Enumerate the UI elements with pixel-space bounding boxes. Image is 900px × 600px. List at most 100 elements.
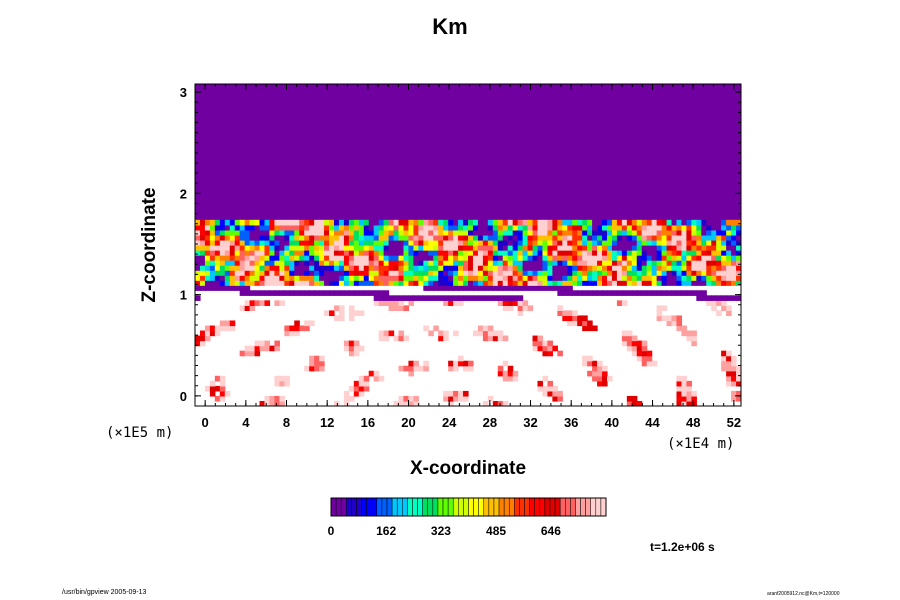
heatmap-cell — [557, 239, 563, 246]
heatmap-cell — [537, 250, 544, 256]
heatmap-cell — [507, 270, 514, 276]
heatmap-cell — [338, 250, 345, 256]
heatmap-cell — [626, 234, 633, 241]
colorbar-segment — [381, 497, 388, 517]
heatmap-cell — [577, 260, 583, 266]
heatmap-cell — [502, 375, 509, 382]
colorbar-segment — [519, 497, 525, 517]
heatmap-cell — [611, 234, 618, 241]
heatmap-cell — [706, 245, 712, 251]
heatmap-cell — [398, 330, 405, 337]
heatmap-cell — [547, 250, 553, 256]
colorbar-segment — [468, 497, 474, 517]
heatmap-cell — [487, 239, 494, 246]
heatmap-cell — [199, 280, 206, 286]
heatmap-cell — [229, 250, 236, 256]
heatmap-cell — [438, 280, 444, 286]
heatmap-cell — [686, 239, 692, 246]
heatmap-cell — [413, 270, 419, 276]
heatmap-cell — [507, 239, 514, 246]
heatmap-cell — [641, 270, 648, 276]
heatmap-cell — [468, 239, 474, 246]
heatmap-cell — [542, 275, 549, 281]
heatmap-cell — [671, 250, 678, 256]
heatmap-cell — [691, 219, 697, 226]
heatmap-cell — [582, 360, 588, 367]
heatmap-cell — [706, 229, 712, 236]
heatmap-cell — [547, 260, 553, 266]
heatmap-cell — [463, 245, 469, 251]
heatmap-cell — [294, 219, 300, 226]
heatmap-cell — [492, 250, 499, 256]
heatmap-cell — [234, 280, 241, 286]
heatmap-cell — [463, 285, 469, 291]
heatmap-cell — [324, 250, 330, 256]
heatmap-cell — [676, 224, 683, 231]
heatmap-cell — [711, 245, 717, 251]
heatmap-cell — [448, 300, 454, 306]
heatmap-cell — [696, 265, 702, 271]
heatmap-cell — [522, 265, 529, 271]
heatmap-cell — [314, 260, 320, 266]
heatmap-cell — [224, 229, 231, 236]
heatmap-cell — [726, 234, 732, 241]
heatmap-cell — [512, 234, 519, 241]
heatmap-cell — [602, 380, 608, 387]
heatmap-cell — [413, 219, 419, 226]
heatmap-cell — [592, 365, 598, 372]
heatmap-cell — [319, 260, 325, 266]
heatmap-cell — [204, 285, 211, 291]
heatmap-cell — [443, 219, 449, 226]
heatmap-cell — [686, 255, 692, 261]
heatmap-cell — [631, 219, 638, 226]
heatmap-cell — [671, 275, 678, 281]
heatmap-cell — [408, 250, 414, 256]
heatmap-cell — [646, 280, 653, 286]
heatmap-cell — [716, 219, 722, 226]
heatmap-cell — [274, 250, 280, 256]
heatmap-cell — [582, 234, 588, 241]
heatmap-cell — [274, 224, 280, 231]
heatmap-cell — [274, 265, 280, 271]
heatmap-cell — [562, 275, 568, 281]
heatmap-cell — [458, 300, 464, 306]
heatmap-cell — [279, 290, 285, 296]
heatmap-cell — [458, 360, 464, 367]
heatmap-cell — [353, 224, 360, 231]
heatmap-cell — [269, 245, 276, 251]
heatmap-cell — [294, 290, 300, 296]
heatmap-cell — [338, 234, 345, 241]
heatmap-cell — [199, 260, 206, 266]
heatmap-cell — [686, 250, 692, 256]
heatmap-cell — [408, 295, 414, 301]
heatmap-cell — [676, 265, 683, 271]
heatmap-cell — [319, 280, 325, 286]
heatmap-cell — [458, 239, 464, 246]
heatmap-cell — [388, 270, 395, 276]
heatmap-cell — [621, 234, 628, 241]
heatmap-cell — [646, 265, 653, 271]
heatmap-cell — [522, 300, 529, 306]
heatmap-cell — [582, 325, 588, 332]
heatmap-cell — [383, 295, 390, 301]
heatmap-cell — [502, 260, 509, 266]
heatmap-cell — [721, 275, 727, 281]
heatmap-cell — [373, 250, 380, 256]
heatmap-cell — [671, 219, 678, 226]
heatmap-cell — [378, 234, 385, 241]
heatmap-cell — [383, 219, 390, 226]
heatmap-cell — [482, 335, 489, 342]
heatmap-cell — [651, 229, 658, 236]
heatmap-cell — [229, 280, 236, 286]
heatmap-cell — [736, 375, 741, 382]
heatmap-cell — [582, 229, 588, 236]
heatmap-cell — [557, 350, 563, 357]
heatmap-cell — [343, 275, 350, 281]
heatmap-cell — [507, 295, 514, 301]
heatmap-cell — [304, 265, 310, 271]
heatmap-cell — [661, 245, 668, 251]
heatmap-cell — [195, 250, 201, 256]
heatmap-cell — [726, 365, 732, 372]
heatmap-cell — [651, 219, 658, 226]
heatmap-cell — [517, 229, 524, 236]
